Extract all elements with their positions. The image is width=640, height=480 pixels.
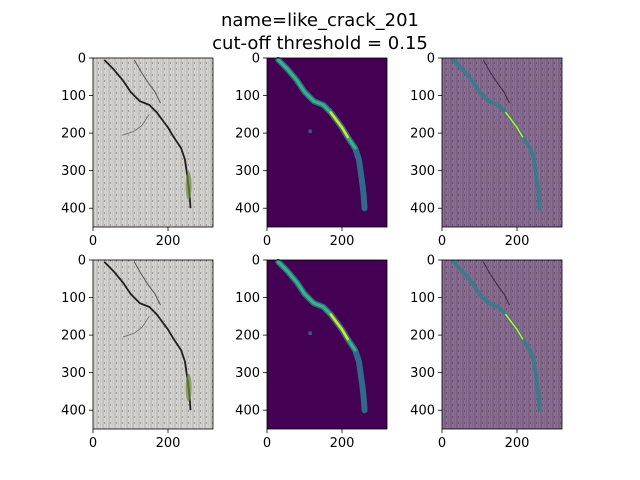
subplot-prediction-r2c2: 0 100 200 300 400 0 200: [235, 254, 388, 451]
y-tick-label: 0: [427, 254, 435, 269]
x-tick-label: 0: [89, 234, 97, 249]
crack-branch-left: [122, 114, 150, 136]
image-original: [93, 58, 213, 227]
x-tick-label: 200: [330, 234, 355, 249]
image-overlay: [442, 260, 562, 429]
subplot-prediction-r1c2: 0 100 200 300 400 0 200: [235, 52, 388, 249]
x-tick-label: 200: [330, 436, 355, 451]
y-tick-label: 300: [410, 366, 435, 381]
prediction-spot: [308, 331, 313, 336]
y-tick-label: 400: [410, 202, 435, 217]
subplot-overlay-r2c3: 0 100 200 300 400 0 200: [410, 254, 563, 451]
overlay-peak: [505, 313, 524, 340]
axes-frame: [92, 259, 214, 430]
x-tick-label: 0: [263, 436, 271, 451]
y-tick-label: 200: [410, 127, 435, 142]
axes-frame: [441, 259, 563, 430]
axes-frame: [266, 259, 388, 430]
y-tick-label: 300: [410, 164, 435, 179]
axes-frame: [441, 57, 563, 228]
subplot-overlay-r1c3: 0 100 200 300 400 0 200: [410, 52, 563, 249]
y-tick-label: 400: [61, 202, 86, 217]
figure-title-line-2: cut-off threshold = 0.15: [212, 33, 428, 54]
prediction-peak: [329, 313, 349, 341]
crack-branch: [133, 261, 161, 306]
overlay-branch: [482, 59, 510, 104]
y-tick-label: 300: [61, 164, 86, 179]
x-tick-label: 0: [89, 436, 97, 451]
figure-title-line-1: name=like_crack_201: [221, 10, 419, 31]
moss-patch: [185, 373, 192, 402]
prediction-spot: [308, 129, 313, 134]
subplot-original-r1c1: 0 100 200 300 400 0 200: [61, 52, 214, 249]
y-tick-label: 100: [235, 89, 260, 104]
y-tick-label: 200: [410, 329, 435, 344]
x-tick-label: 200: [156, 234, 181, 249]
overlay-peak: [505, 111, 524, 138]
axes-frame: [92, 57, 214, 228]
subplot-original-r2c1: 0 100 200 300 400 0 200: [61, 254, 214, 451]
y-tick-label: 400: [235, 404, 260, 419]
y-tick-label: 300: [61, 366, 86, 381]
y-tick-label: 300: [235, 366, 260, 381]
x-tick-label: 0: [438, 436, 446, 451]
crack-branch: [133, 59, 161, 104]
x-tick-label: 0: [438, 234, 446, 249]
y-tick-label: 100: [61, 291, 86, 306]
prediction-peak: [329, 111, 349, 139]
x-tick-label: 200: [505, 234, 530, 249]
y-tick-label: 300: [235, 164, 260, 179]
y-tick-label: 200: [61, 329, 86, 344]
image-prediction: [267, 58, 387, 227]
subplot-grid: 0 100 200 300 400 0 200 0 100 200 300 400 0 200 0 100 20…: [61, 52, 563, 451]
y-tick-label: 200: [61, 127, 86, 142]
moss-patch: [185, 171, 192, 200]
y-tick-label: 0: [427, 52, 435, 67]
y-tick-label: 200: [235, 127, 260, 142]
y-tick-label: 100: [410, 89, 435, 104]
y-tick-label: 400: [61, 404, 86, 419]
x-tick-label: 200: [505, 436, 530, 451]
y-tick-label: 200: [235, 329, 260, 344]
y-tick-label: 400: [235, 202, 260, 217]
x-tick-label: 0: [263, 234, 271, 249]
y-tick-label: 100: [235, 291, 260, 306]
y-tick-label: 100: [61, 89, 86, 104]
axes-frame: [266, 57, 388, 228]
y-tick-label: 100: [410, 291, 435, 306]
image-overlay: [442, 58, 562, 227]
y-tick-label: 0: [78, 254, 86, 269]
crack-branch-left: [122, 316, 150, 338]
y-tick-label: 0: [78, 52, 86, 67]
image-prediction: [267, 260, 387, 429]
x-tick-label: 200: [156, 436, 181, 451]
y-tick-label: 400: [410, 404, 435, 419]
y-tick-label: 0: [252, 254, 260, 269]
overlay-branch: [482, 261, 510, 306]
y-tick-label: 0: [252, 52, 260, 67]
image-original: [93, 260, 213, 429]
